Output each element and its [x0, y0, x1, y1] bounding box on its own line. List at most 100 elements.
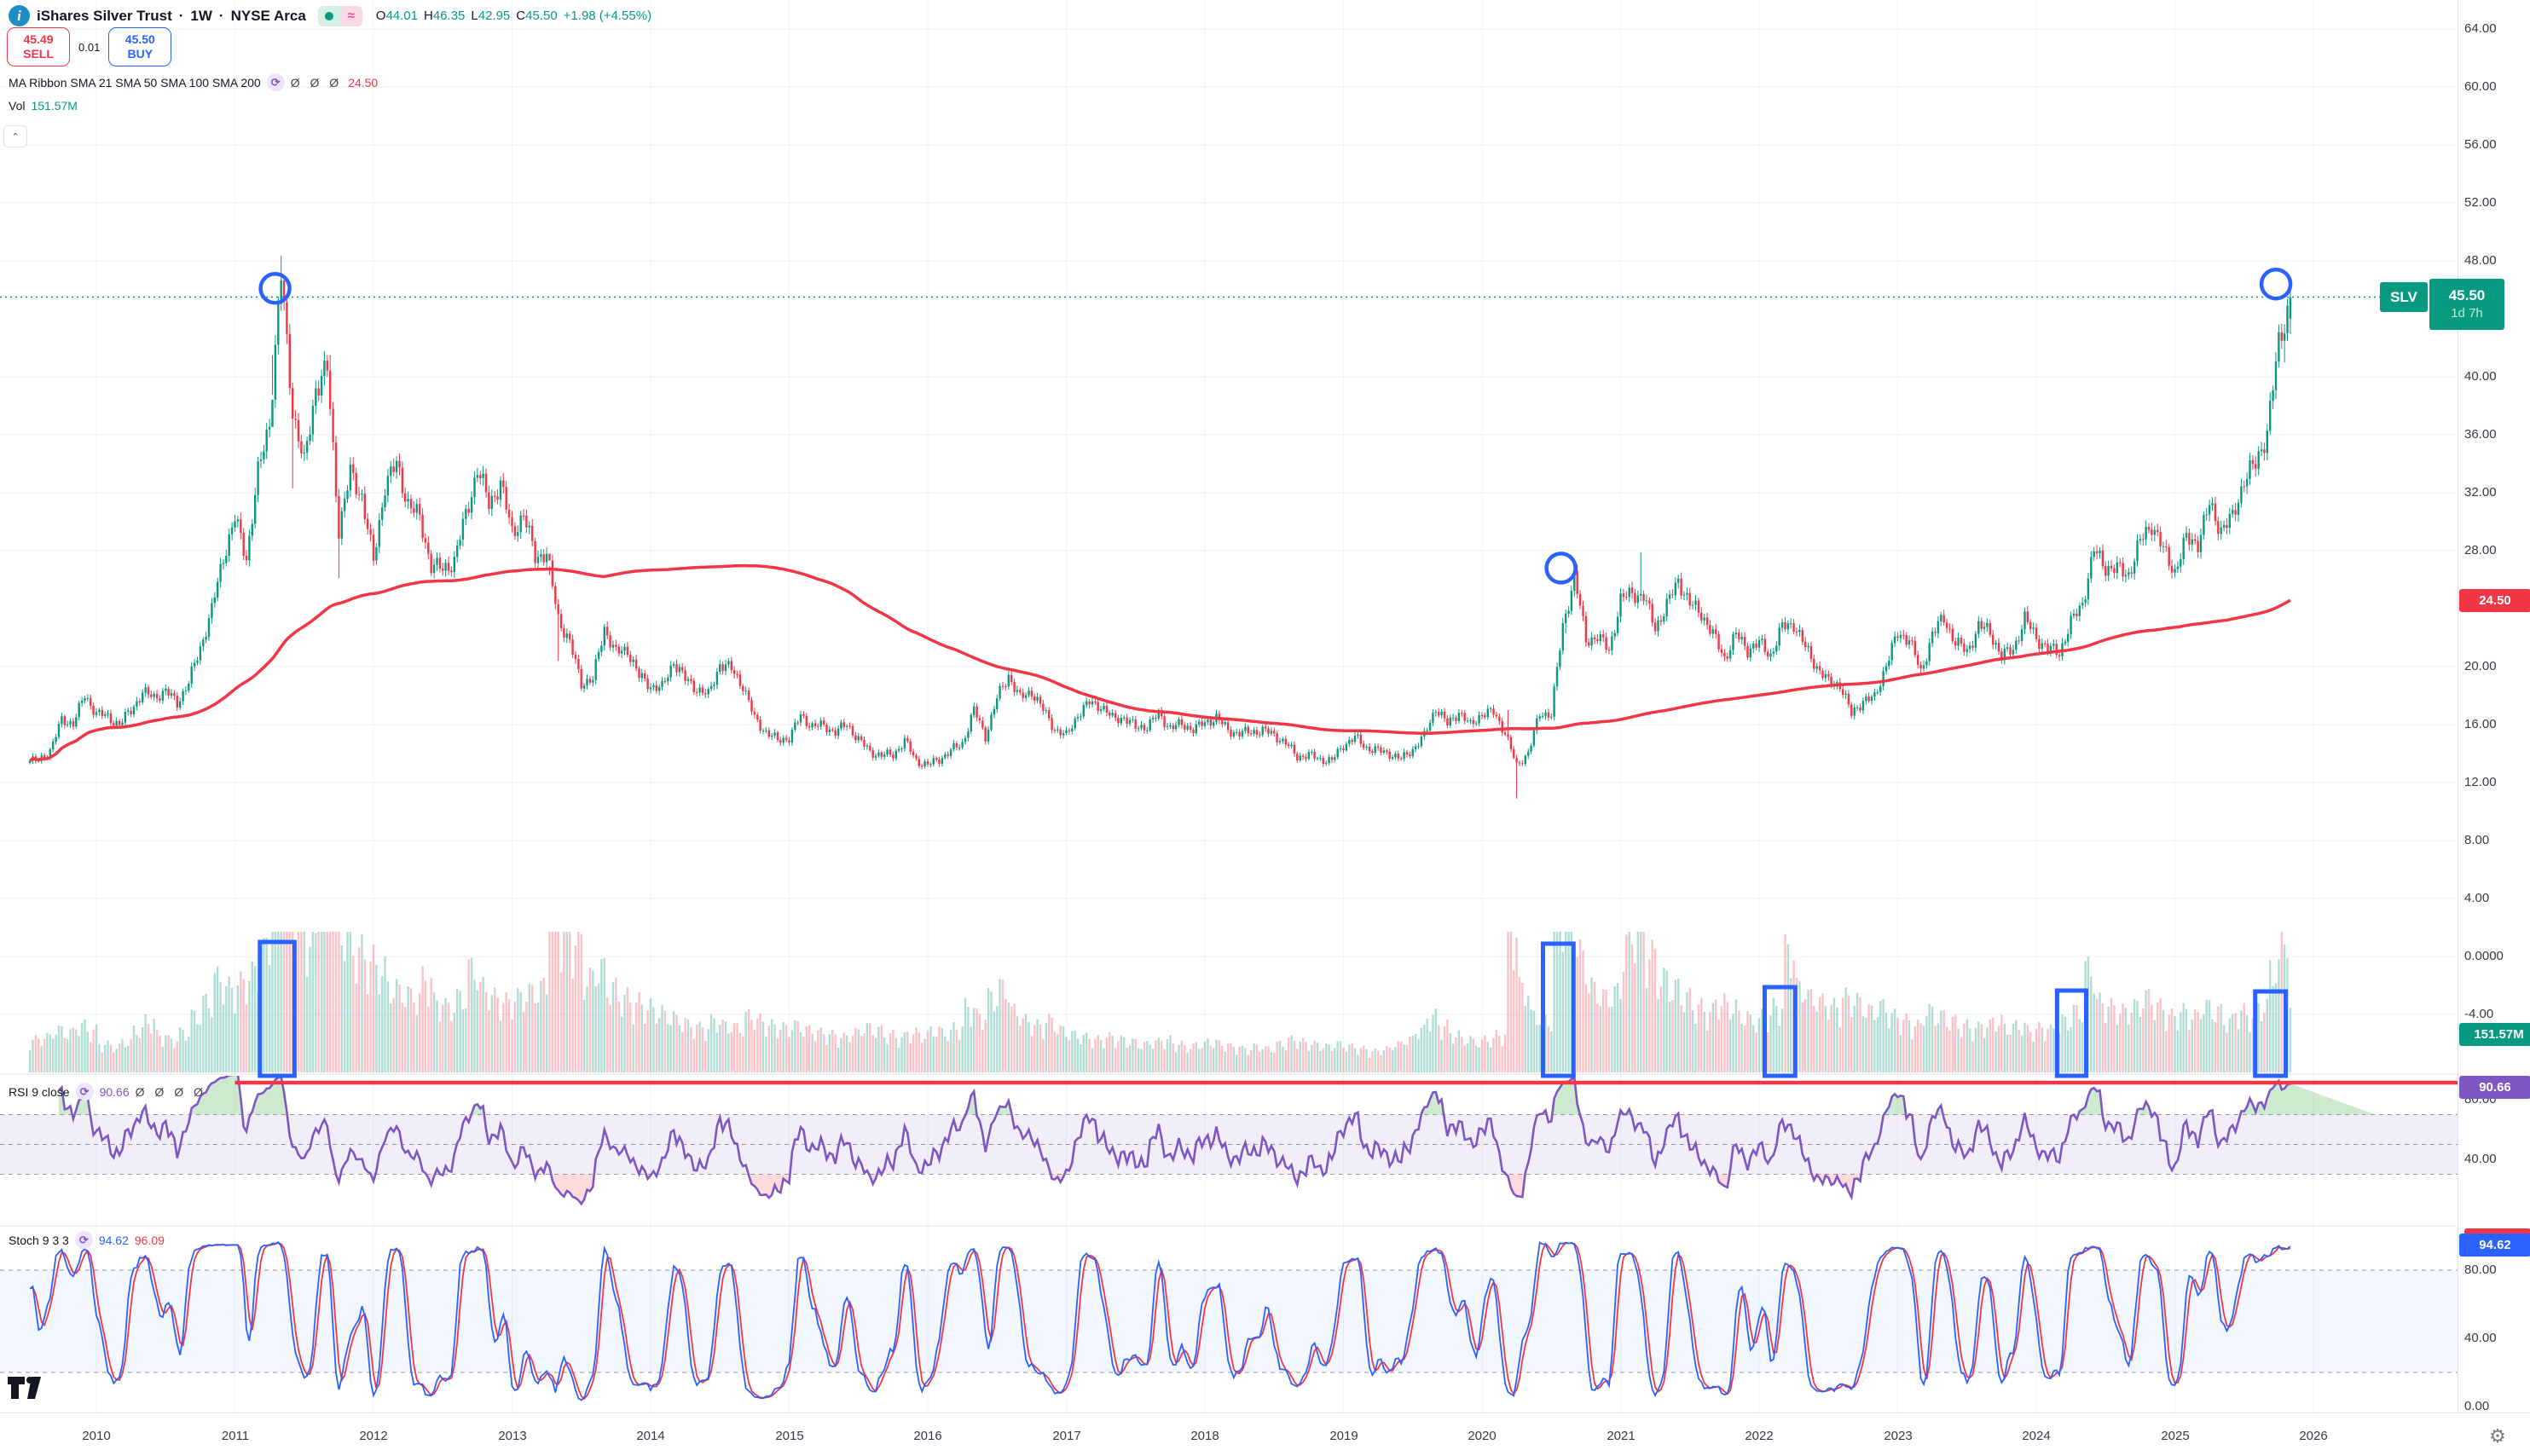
delayed-data-icon: ≈ — [339, 5, 362, 26]
buy-price: 45.50 — [124, 32, 155, 46]
last-price-value: 45.50 — [2448, 287, 2486, 304]
time-tick: 2018 — [1190, 1429, 1219, 1443]
rsi-tick: 40.00 — [2464, 1152, 2497, 1166]
volume-bars — [28, 932, 2292, 1072]
rsi-label: RSI 9 close — [9, 1084, 70, 1099]
close-label: C — [516, 9, 526, 23]
stoch-k-badge: 94.62 — [2459, 1234, 2530, 1257]
ohlc-values: O44.01 H46.35 L42.95 C45.50 +1.98 (+4.55… — [376, 9, 651, 23]
ma-hidden-values: Ø Ø Ø — [290, 75, 343, 90]
price-circle-annotation[interactable] — [258, 272, 292, 305]
buy-label: BUY — [127, 47, 153, 61]
last-price-badge: 45.50 1d 7h — [2429, 279, 2504, 330]
open-value: 44.01 — [385, 9, 418, 23]
time-tick: 2021 — [1607, 1429, 1636, 1443]
close-value: 45.50 — [525, 9, 558, 23]
volume-rect-annotation[interactable] — [1763, 985, 1798, 1078]
symbol-price-tag: SLV — [2380, 282, 2428, 312]
price-tick: 28.00 — [2464, 543, 2497, 558]
refresh-icon[interactable]: ⟳ — [266, 73, 285, 91]
time-tick: 2014 — [636, 1429, 665, 1443]
symbol-header[interactable]: i iShares Silver Trust · 1W · NYSE Arca … — [9, 5, 651, 26]
volume-value-badge: 151.57M — [2459, 1023, 2530, 1046]
rsi-row[interactable]: RSI 9 close ⟳ 90.66 Ø Ø Ø Ø — [9, 1083, 206, 1101]
stoch-d-value: 96.09 — [134, 1233, 165, 1247]
price-circle-annotation[interactable] — [2259, 267, 2293, 301]
symbol-title: iShares Silver Trust — [37, 7, 172, 24]
candlesticks — [28, 256, 2292, 799]
stoch-tick: 40.00 — [2464, 1331, 2497, 1345]
spread-value: 0.01 — [78, 40, 101, 54]
sell-label: SELL — [23, 47, 54, 61]
price-circle-annotation[interactable] — [1544, 552, 1578, 585]
stoch-row[interactable]: Stoch 9 3 3 ⟳ 94.62 96.09 — [9, 1231, 165, 1249]
low-label: L — [471, 9, 478, 23]
bar-countdown: 1d 7h — [2451, 306, 2483, 321]
price-tick: 4.00 — [2464, 891, 2490, 905]
rsi-line — [58, 1076, 2291, 1206]
collapse-legend-button[interactable]: ⌃ — [3, 125, 27, 147]
change-value: +1.98 (+4.55%) — [563, 9, 652, 23]
time-tick: 2013 — [498, 1429, 527, 1443]
stoch-d-line — [29, 1242, 2291, 1401]
ishares-logo-icon: i — [9, 5, 30, 26]
price-tick: 0.0000 — [2464, 949, 2504, 963]
time-tick: 2025 — [2161, 1429, 2190, 1443]
price-tick: 32.00 — [2464, 485, 2497, 500]
price-tick: 40.00 — [2464, 369, 2497, 384]
volume-label: Vol — [9, 99, 26, 113]
low-value: 42.95 — [478, 9, 511, 23]
price-axis[interactable] — [2458, 0, 2530, 1413]
high-value: 46.35 — [432, 9, 466, 23]
stoch-k-line — [29, 1241, 2291, 1401]
time-tick: 2022 — [1745, 1429, 1774, 1443]
price-tick: 64.00 — [2464, 21, 2497, 36]
stoch-tick: 80.00 — [2464, 1262, 2497, 1277]
volume-rect-annotation[interactable] — [2054, 988, 2088, 1078]
buy-button[interactable]: 45.50 BUY — [108, 27, 172, 66]
price-tick: 20.00 — [2464, 659, 2497, 673]
sell-button[interactable]: 45.49 SELL — [7, 27, 70, 66]
time-tick: 2023 — [1884, 1429, 1913, 1443]
time-tick: 2020 — [1468, 1429, 1497, 1443]
volume-rect-annotation[interactable] — [2253, 989, 2288, 1078]
time-tick: 2019 — [1329, 1429, 1358, 1443]
axis-settings-gear-icon[interactable]: ⚙ — [2489, 1425, 2506, 1447]
refresh-icon[interactable]: ⟳ — [75, 1083, 94, 1101]
time-tick: 2010 — [82, 1429, 111, 1443]
time-tick: 2011 — [221, 1429, 250, 1443]
time-tick: 2015 — [775, 1429, 804, 1443]
time-axis[interactable] — [0, 1413, 2530, 1456]
volume-rect-annotation[interactable] — [1541, 941, 1576, 1078]
ma-ribbon-row[interactable]: MA Ribbon SMA 21 SMA 50 SMA 100 SMA 200 … — [9, 73, 378, 91]
title-separator: · — [178, 7, 184, 24]
market-status-dot-icon — [324, 11, 333, 20]
high-label: H — [424, 9, 433, 23]
ma-200-value: 24.50 — [348, 75, 379, 90]
rsi-overbought-fill — [59, 1076, 2376, 1115]
price-tick: 52.00 — [2464, 195, 2497, 210]
stoch-tick: 0.00 — [2464, 1399, 2490, 1413]
stoch-label: Stoch 9 3 3 — [9, 1233, 69, 1247]
volume-row[interactable]: Vol 151.57M — [9, 99, 78, 113]
refresh-icon[interactable]: ⟳ — [74, 1231, 93, 1249]
price-tick: 48.00 — [2464, 253, 2497, 268]
interval-label[interactable]: 1W — [190, 7, 212, 24]
volume-value: 151.57M — [31, 99, 78, 113]
price-tick: -4.00 — [2464, 1007, 2494, 1021]
title-separator: · — [218, 7, 224, 24]
price-tick: 60.00 — [2464, 79, 2497, 94]
price-tick: 56.00 — [2464, 137, 2497, 152]
time-tick: 2024 — [2022, 1429, 2051, 1443]
volume-rect-annotation[interactable] — [258, 939, 297, 1078]
stoch-k-value: 94.62 — [98, 1233, 129, 1247]
price-tick: 8.00 — [2464, 833, 2490, 847]
time-tick: 2012 — [359, 1429, 388, 1443]
ma-ribbon-label: MA Ribbon SMA 21 SMA 50 SMA 100 SMA 200 — [9, 75, 261, 90]
gridlines — [0, 0, 2458, 1413]
rsi-value: 90.66 — [99, 1084, 130, 1099]
sma-200-line — [29, 563, 2291, 762]
market-status-pill[interactable]: ≈ — [317, 5, 362, 26]
tradingview-logo[interactable] — [7, 1376, 46, 1403]
